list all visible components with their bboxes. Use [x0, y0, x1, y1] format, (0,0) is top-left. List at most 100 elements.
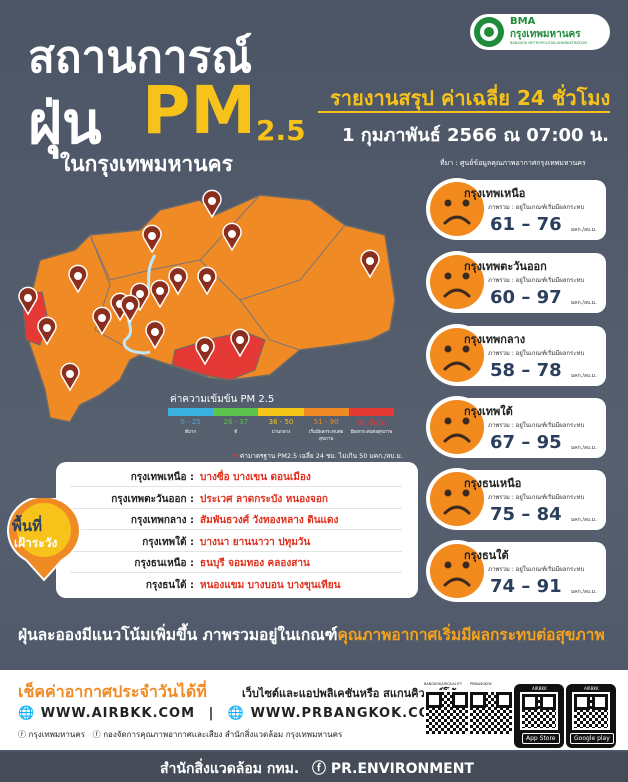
map-pin	[60, 362, 80, 392]
map	[18, 189, 396, 423]
map-pin	[120, 294, 140, 324]
store1[interactable]: App Store	[522, 733, 560, 744]
zone-range: 61 – 76	[490, 214, 562, 235]
zone-range: 75 – 84	[490, 504, 562, 525]
pin-dot	[126, 302, 134, 310]
map-pin	[230, 328, 250, 358]
qr-code	[572, 692, 610, 730]
bottom-office: สำนักสิ่งแวดล้อม กทม.	[160, 761, 300, 777]
legend-swatch	[303, 408, 349, 416]
face-eye	[444, 199, 452, 207]
logo-en: BANGKOK METROPOLITAN ADMINISTRATION	[510, 41, 587, 45]
row-rule	[70, 572, 402, 573]
legend-label: ปานกลาง	[271, 430, 291, 435]
map-area	[24, 194, 396, 423]
pin-dot	[174, 274, 182, 282]
pin-dot	[156, 287, 164, 295]
face-eye	[462, 272, 470, 280]
title-city: ในกรุงเทพมหานคร	[60, 152, 233, 176]
map-pin	[202, 189, 222, 219]
sad-face	[426, 396, 488, 458]
pin-dot	[228, 230, 236, 238]
zone-status: ภาพรวม : อยู่ในเกณฑ์เริ่มมีผลกระทบ	[488, 422, 585, 429]
zone-card: กรุงธนเหนือ ภาพรวม : อยู่ในเกณฑ์เริ่มมีผล…	[424, 466, 608, 532]
store2[interactable]: Google play	[570, 733, 614, 744]
zone-name: กรุงเทพตะวันออก	[464, 260, 547, 273]
pin-dot	[148, 232, 156, 240]
pin-dot	[74, 272, 82, 280]
face	[430, 544, 484, 598]
report-rule	[318, 111, 610, 113]
watch-panel	[56, 462, 418, 598]
watch-districts: บางซื่อ บางเขน ดอนเมือง	[200, 472, 311, 483]
face-eye	[444, 489, 452, 497]
map-pin	[360, 249, 380, 279]
watch-row: กรุงธนใต้ : หนองแขม บางบอน บางขุนเทียน	[60, 574, 412, 595]
face-eye	[462, 561, 470, 569]
legend-note-wrap: ★ ค่ามาตรฐาน PM2.5 เฉลี่ย 24 ชม. ไม่เกิน…	[232, 451, 403, 461]
site2: WWW.PRBANGKOK.COM	[250, 706, 445, 721]
watch-districts: ธนบุรี จอมทอง คลองสาน	[200, 558, 310, 569]
pin-dot	[66, 370, 74, 378]
sad-face	[426, 540, 488, 602]
legend-label: ดีมาก	[185, 430, 197, 435]
face-mouth	[443, 433, 471, 443]
zone-card: กรุงธนใต้ ภาพรวม : อยู่ในเกณฑ์เริ่มมีผลกร…	[424, 538, 608, 604]
pin-dot	[43, 324, 51, 332]
pin-dot	[203, 274, 211, 282]
zone-unit: มคก./ลบ.ม.	[571, 373, 597, 379]
zone-name: กรุงเทพเหนือ	[464, 187, 526, 200]
badge-line1: พื้นที่	[12, 517, 43, 535]
footer-pages: ⓕ กรุงเทพมหานคร ⓕ กองจัดการคุณภาพอากาศแล…	[18, 730, 343, 739]
watch-row: กรุงเทพใต้ : บางนา ยานนาวา ปทุมวัน	[60, 531, 412, 552]
row-rule	[70, 529, 402, 530]
qr2-label: PRBANGKOK	[470, 682, 492, 686]
sad-face	[426, 468, 488, 530]
map-pin	[142, 224, 162, 254]
pin-dot	[24, 294, 32, 302]
face-eye	[444, 561, 452, 569]
face-mouth	[443, 505, 471, 515]
zone-name: กรุงธนใต้	[464, 549, 509, 562]
headline: ฝุ่นละอองมีแนวโน้มเพิ่มขึ้น ภาพรวมอยู่ใน…	[18, 622, 605, 647]
watch-districts: ประเวศ ลาดกระบัง หนองจอก	[200, 493, 328, 505]
sad-face	[426, 251, 488, 313]
legend-note: ค่ามาตรฐาน PM2.5 เฉลี่ย 24 ชม. ไม่เกิน 5…	[239, 452, 403, 460]
legend-swatch	[168, 408, 214, 416]
face-eye	[444, 345, 452, 353]
map-pin	[68, 264, 88, 294]
row-rule	[70, 486, 402, 487]
watch-districts: สัมพันธวงศ์ วังทองหลาง ดินแดง	[200, 515, 339, 526]
map-border	[239, 299, 301, 351]
watch-zone: กรุงเทพตะวันออก :	[111, 493, 194, 505]
map-pin	[197, 266, 217, 296]
map-pin	[168, 266, 188, 296]
watch-zone: กรุงธนเหนือ :	[134, 558, 194, 569]
page1: กรุงเทพมหานคร	[28, 730, 86, 739]
zone-range: 74 – 91	[490, 576, 562, 597]
watch-zone: กรุงเทพกลาง :	[130, 515, 194, 526]
face-eye	[462, 199, 470, 207]
map-pin	[150, 279, 170, 309]
zone-name: กรุงเทพใต้	[464, 405, 513, 418]
zone-status: ภาพรวม : อยู่ในเกณฑ์เริ่มมีผลกระทบ	[488, 350, 585, 357]
footer-channels: เว็บไซต์และแอปพลิเคชันหรือ สแกนคิวอาร์โค…	[242, 687, 464, 700]
bottom-bar	[0, 752, 628, 782]
face	[430, 472, 484, 526]
watch-row: กรุงธนเหนือ : ธนบุรี จอมทอง คลองสาน	[60, 552, 412, 573]
face-eye	[462, 489, 470, 497]
footer-check: เช็คค่าอากาศประจำวันได้ที่	[18, 682, 207, 701]
map-pin	[222, 222, 242, 252]
map-pin	[145, 320, 165, 350]
legend-range: 38 - 50	[268, 418, 294, 426]
zone-unit: มคก./ลบ.ม.	[571, 445, 597, 451]
zone-card: กรุงเทพตะวันออก ภาพรวม : อยู่ในเกณฑ์เริ่ม…	[424, 249, 608, 315]
legend-title: ค่าความเข้มข้น PM 2.5	[170, 394, 275, 405]
qr-code	[424, 690, 470, 736]
zone-unit: มคก./ลบ.ม.	[571, 227, 597, 233]
note-star: ★	[232, 452, 240, 460]
legend-range: 51 - 90	[313, 418, 339, 426]
logo-emblem	[474, 17, 504, 47]
